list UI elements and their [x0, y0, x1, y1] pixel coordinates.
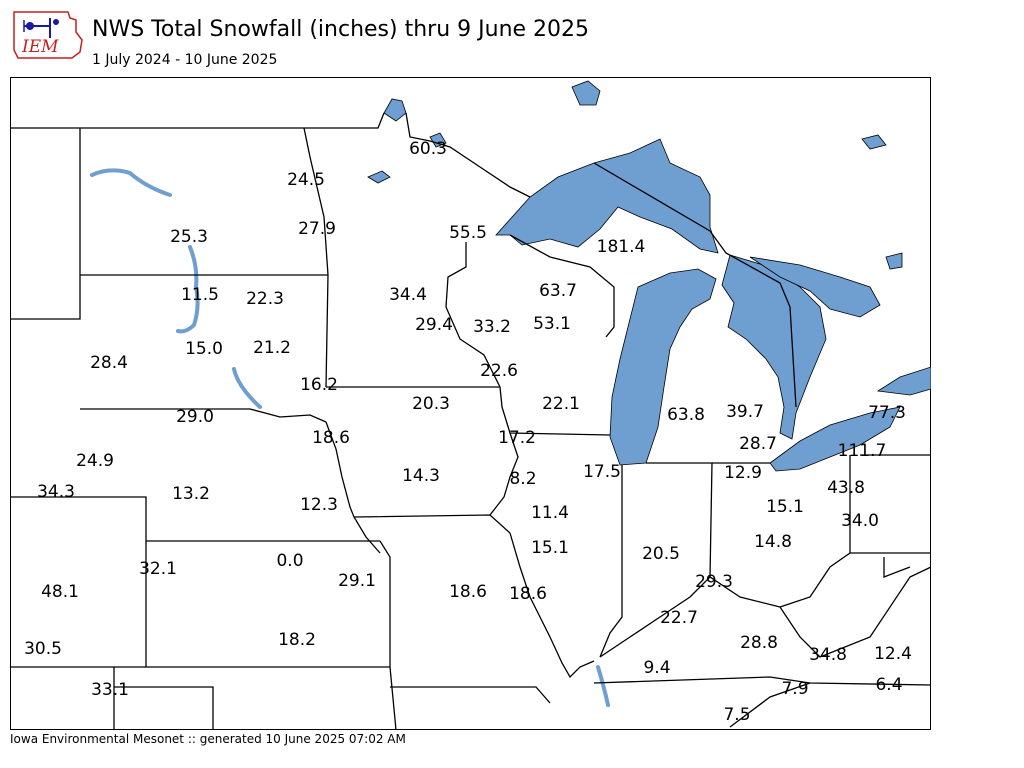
snowfall-value: 8.2 — [509, 469, 536, 489]
snowfall-value: 29.4 — [415, 315, 453, 335]
snowfall-value: 14.3 — [402, 466, 440, 486]
snowfall-value: 17.2 — [498, 428, 536, 448]
lake-of-the-woods — [383, 98, 407, 122]
snowfall-value: 18.6 — [449, 582, 487, 602]
state-borders — [10, 112, 931, 730]
snowfall-value: 34.0 — [841, 511, 879, 531]
snowfall-value: 55.5 — [449, 223, 487, 243]
snowfall-value: 34.3 — [37, 482, 75, 502]
snowfall-value: 22.7 — [660, 608, 698, 628]
snowfall-value: 21.2 — [253, 338, 291, 358]
snowfall-value: 34.8 — [809, 645, 847, 665]
snowfall-value: 39.7 — [726, 402, 764, 422]
snowfall-value: 18.2 — [278, 630, 316, 650]
snowfall-value: 29.3 — [695, 572, 733, 592]
snowfall-value: 60.3 — [409, 139, 447, 159]
snowfall-value: 22.3 — [246, 289, 284, 309]
snowfall-value: 12.4 — [874, 644, 912, 664]
snowfall-value: 12.3 — [300, 495, 338, 515]
snowfall-value: 24.9 — [76, 451, 114, 471]
snowfall-value: 15.0 — [185, 339, 223, 359]
snowfall-value: 7.9 — [781, 679, 808, 699]
snowfall-value: 24.5 — [287, 170, 325, 190]
lake-erie — [769, 406, 901, 472]
snowfall-value: 15.1 — [531, 538, 569, 558]
snowfall-value: 0.0 — [276, 551, 303, 571]
snowfall-value: 48.1 — [41, 582, 79, 602]
snowfall-value: 63.7 — [539, 281, 577, 301]
snowfall-value: 22.6 — [480, 361, 518, 381]
map-title: NWS Total Snowfall (inches) thru 9 June … — [92, 17, 590, 42]
snowfall-value: 20.5 — [642, 544, 680, 564]
georgian-bay — [749, 256, 881, 318]
snowfall-value: 11.4 — [531, 503, 569, 523]
snowfall-values: 60.3 24.5 27.9 25.3 55.5 181.4 11.5 22.3 34.4 63.… — [24, 139, 912, 725]
snowfall-value: 29.1 — [338, 571, 376, 591]
snowfall-value: 18.6 — [509, 584, 547, 604]
snowfall-value: 17.5 — [583, 462, 621, 482]
snowfall-value: 28.8 — [740, 633, 778, 653]
footer-credit: Iowa Environmental Mesonet :: generated … — [10, 732, 406, 746]
snowfall-value: 27.9 — [298, 219, 336, 239]
snowfall-value: 32.1 — [139, 559, 177, 579]
water-bodies — [367, 80, 931, 472]
logo-text: IEM — [21, 37, 59, 57]
snowfall-value: 16.2 — [300, 375, 338, 395]
snowfall-value: 18.6 — [312, 428, 350, 448]
snowfall-value: 30.5 — [24, 639, 62, 659]
snowfall-value: 77.3 — [868, 403, 906, 423]
snowfall-value: 25.3 — [170, 227, 208, 247]
snowfall-value: 63.8 — [667, 405, 705, 425]
lake-michigan — [609, 268, 717, 466]
upper-red-lake — [367, 170, 391, 184]
snowfall-map: 60.3 24.5 27.9 25.3 55.5 181.4 11.5 22.3 34.4 63.… — [10, 77, 931, 730]
snowfall-value: 15.1 — [766, 497, 804, 517]
snowfall-value: 12.9 — [724, 463, 762, 483]
snowfall-value: 181.4 — [597, 237, 646, 257]
snowfall-value: 7.5 — [723, 705, 750, 725]
snowfall-value: 33.1 — [91, 680, 129, 700]
map-subtitle: 1 July 2024 - 10 June 2025 — [92, 52, 278, 68]
snowfall-value: 111.7 — [838, 441, 887, 461]
lake-huron — [721, 254, 827, 440]
snowfall-value: 43.8 — [827, 478, 865, 498]
snowfall-value: 28.7 — [739, 434, 777, 454]
snowfall-value: 13.2 — [172, 484, 210, 504]
snowfall-value: 20.3 — [412, 394, 450, 414]
snowfall-value: 28.4 — [90, 353, 128, 373]
iem-logo: IEM — [13, 11, 83, 59]
snowfall-value: 9.4 — [643, 658, 670, 678]
lake-ontario — [876, 366, 931, 396]
snowfall-value: 14.8 — [754, 532, 792, 552]
snowfall-value: 33.2 — [473, 317, 511, 337]
snowfall-value: 29.0 — [176, 407, 214, 427]
snowfall-value: 11.5 — [181, 285, 219, 305]
snowfall-value: 53.1 — [533, 314, 571, 334]
snowfall-value: 6.4 — [875, 675, 902, 695]
rivers — [90, 168, 610, 707]
snowfall-value: 34.4 — [389, 285, 427, 305]
snowfall-value: 22.1 — [542, 394, 580, 414]
lake-superior — [495, 138, 719, 254]
